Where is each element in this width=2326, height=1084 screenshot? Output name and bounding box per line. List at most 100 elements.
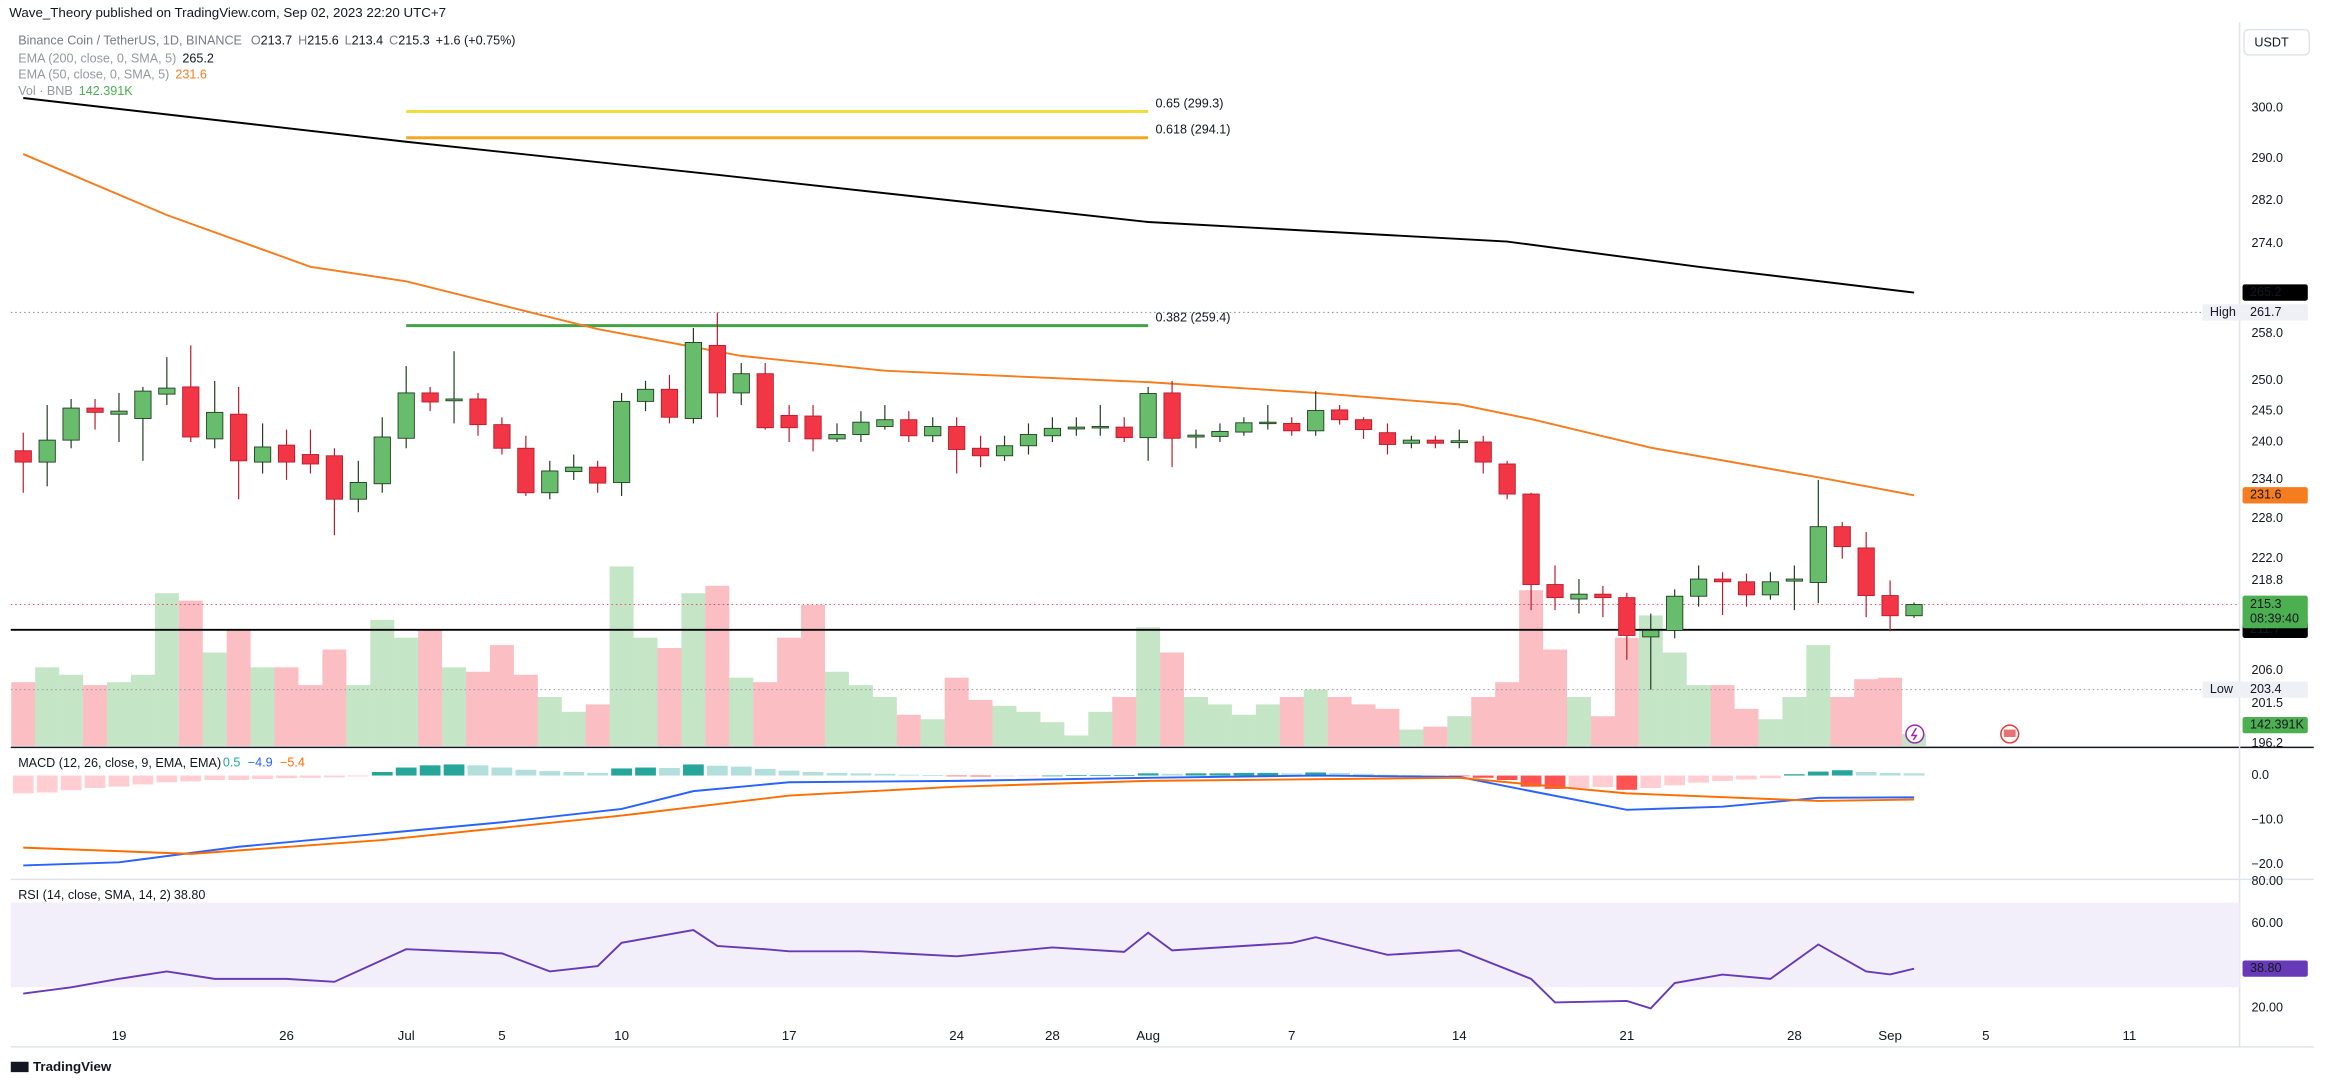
volume-bar bbox=[1160, 652, 1185, 746]
volume-bar bbox=[1040, 722, 1065, 746]
candle-body bbox=[1259, 421, 1277, 425]
volume-bar bbox=[1184, 697, 1208, 746]
macd-histogram-bar bbox=[1712, 775, 1733, 781]
candle-body bbox=[1091, 426, 1109, 429]
price-change: +1.6 (+0.75%) bbox=[436, 34, 516, 48]
ohlc-prefix: L bbox=[345, 34, 352, 48]
macd-histogram-bar bbox=[491, 767, 513, 776]
macd-histogram-bar bbox=[132, 775, 154, 785]
macd-histogram-bar bbox=[635, 767, 656, 776]
volume-bar bbox=[1016, 711, 1041, 746]
candle-body bbox=[1833, 526, 1851, 548]
x-tick-label: 10 bbox=[614, 1028, 629, 1043]
y-tick-label: 258.0 bbox=[2251, 326, 2283, 340]
volume-bar bbox=[1351, 704, 1376, 746]
extreme-tag-label: High bbox=[2210, 305, 2236, 319]
volume-bar bbox=[753, 682, 778, 746]
x-tick-label: 28 bbox=[1787, 1028, 1802, 1043]
volume-bar bbox=[322, 649, 347, 746]
candle-body bbox=[972, 447, 990, 457]
volume-bar bbox=[777, 637, 802, 746]
x-tick-label: 7 bbox=[1288, 1028, 1295, 1043]
volume-bar bbox=[1878, 677, 1903, 746]
candle-body bbox=[804, 415, 822, 440]
macd-histogram-bar bbox=[443, 764, 465, 776]
candle-body bbox=[301, 454, 320, 465]
macd-histogram-bar bbox=[706, 765, 728, 776]
indicator-value: 142.391K bbox=[79, 84, 134, 98]
candle-body bbox=[373, 436, 391, 485]
indicator-name: Vol · BNB bbox=[18, 84, 73, 98]
volume-bar bbox=[1399, 729, 1424, 746]
volume-bar bbox=[466, 671, 490, 746]
candle-body bbox=[1378, 432, 1397, 445]
y-tick-label: 222.0 bbox=[2251, 551, 2283, 565]
candle-body bbox=[1474, 441, 1492, 463]
x-tick-label: 19 bbox=[112, 1028, 127, 1043]
macd-tick-label: −20.0 bbox=[2251, 857, 2283, 871]
volume-bar bbox=[920, 719, 945, 746]
candle-body bbox=[469, 398, 487, 426]
volume-bar bbox=[178, 600, 203, 746]
volume-bar bbox=[1662, 652, 1687, 746]
macd-histogram-bar bbox=[1783, 774, 1805, 776]
macd-histogram-bar bbox=[12, 775, 34, 794]
volume-bar bbox=[1614, 637, 1639, 746]
macd-histogram-bar bbox=[1520, 775, 1542, 787]
rsi-line bbox=[23, 929, 1915, 1010]
macd-line bbox=[23, 774, 1915, 867]
volume-bar bbox=[1830, 697, 1855, 746]
macd-histogram-bar bbox=[563, 771, 585, 776]
volume-bar bbox=[226, 630, 251, 746]
candle-body bbox=[852, 421, 870, 435]
volume-bar bbox=[729, 677, 754, 746]
candle-body bbox=[1905, 604, 1923, 617]
macd-histogram-bar bbox=[754, 768, 776, 776]
candle-body bbox=[421, 392, 439, 403]
candle-body bbox=[1211, 430, 1229, 437]
candle-body bbox=[1857, 547, 1875, 596]
volume-bar bbox=[896, 714, 921, 746]
volume-bar bbox=[681, 593, 706, 746]
volume-bar bbox=[513, 674, 538, 746]
candle-body bbox=[1785, 578, 1803, 582]
volume-bar bbox=[1854, 679, 1879, 746]
legend-line: EMA (200, close, 0, SMA, 5) 265.2 bbox=[18, 52, 214, 66]
volume-bar bbox=[1471, 697, 1496, 746]
macd-histogram-bar bbox=[1760, 775, 1781, 779]
volume-bar bbox=[848, 685, 873, 746]
volume-bar bbox=[1423, 726, 1448, 746]
volume-bar bbox=[1806, 645, 1831, 746]
volume-bar bbox=[1566, 697, 1591, 746]
y-tick-label: 240.0 bbox=[2251, 434, 2283, 448]
volume-bar bbox=[1734, 708, 1759, 746]
mid-layer bbox=[10, 97, 2240, 1010]
volume-bar bbox=[968, 699, 993, 746]
x-tick-label: Jul bbox=[398, 1028, 415, 1043]
x-tick-label: 28 bbox=[1045, 1028, 1060, 1043]
volume-bar bbox=[1303, 689, 1328, 746]
volume-bar bbox=[992, 705, 1017, 746]
candle-body bbox=[948, 426, 966, 450]
indicator-name: EMA (200, close, 0, SMA, 5) bbox=[18, 52, 176, 66]
macd-histogram-bar bbox=[1353, 773, 1374, 776]
volume-bar bbox=[1112, 697, 1137, 746]
candle-body bbox=[1809, 526, 1827, 583]
volume-bar bbox=[561, 711, 586, 746]
volume-bar bbox=[1782, 697, 1807, 746]
candle-body bbox=[493, 424, 511, 449]
ohlc-prefix: C bbox=[389, 34, 398, 48]
currency-button[interactable] bbox=[2243, 28, 2311, 56]
ema-tag-bg bbox=[2242, 284, 2308, 301]
candle-body bbox=[182, 386, 200, 438]
macd-histogram-bar bbox=[683, 764, 704, 776]
candle-body bbox=[134, 390, 152, 419]
event-icon[interactable] bbox=[1905, 724, 1925, 744]
macd-histogram-bar bbox=[156, 775, 178, 783]
indicator-value: 265.2 bbox=[182, 52, 214, 66]
macd-histogram-bar bbox=[1209, 773, 1231, 776]
candle-body bbox=[38, 439, 56, 463]
macd-histogram-bar bbox=[1903, 773, 1925, 776]
macd-histogram-bar bbox=[802, 771, 824, 776]
volume-bar bbox=[657, 648, 682, 746]
